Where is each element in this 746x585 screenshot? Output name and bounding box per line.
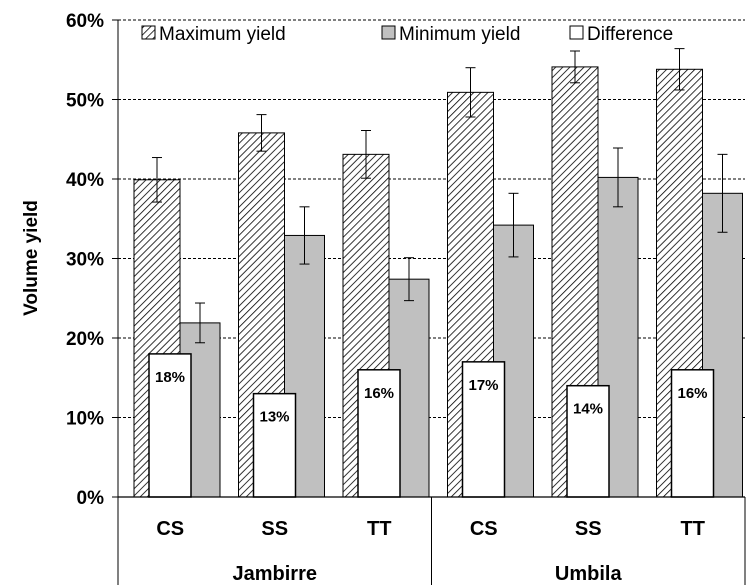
y-tick-label: 40% xyxy=(66,170,104,191)
gridlines xyxy=(118,19,745,418)
bar-difference xyxy=(670,369,715,498)
data-label-difference: 16% xyxy=(677,385,707,402)
category-label: SS xyxy=(575,518,602,540)
y-tick-label: 60% xyxy=(66,11,104,32)
y-tick-label: 30% xyxy=(66,250,104,271)
bar-difference xyxy=(357,369,401,498)
group-label: Umbila xyxy=(555,563,623,585)
legend-label: Minimum yield xyxy=(399,24,520,45)
category-label: CS xyxy=(156,518,184,540)
data-label-difference: 17% xyxy=(468,377,498,394)
data-label-difference: 18% xyxy=(155,369,185,386)
legend-swatch xyxy=(141,25,156,40)
y-tick-label: 10% xyxy=(66,409,104,430)
legend-swatch xyxy=(569,25,584,40)
category-label: SS xyxy=(261,518,288,540)
y-tick-label: 20% xyxy=(66,329,104,350)
group-label: Jambirre xyxy=(233,563,318,585)
y-axis-label: Volume yield xyxy=(21,200,42,316)
bar-difference xyxy=(148,353,192,498)
category-label: TT xyxy=(367,518,391,540)
data-label-difference: 13% xyxy=(259,409,289,426)
legend-swatch xyxy=(381,25,396,40)
bar-difference xyxy=(461,361,506,498)
legend-label: Difference xyxy=(587,24,673,45)
bar-difference xyxy=(566,384,610,498)
bars: 18% 13% 16% 17% 14% 16% xyxy=(133,48,743,498)
category-label: TT xyxy=(681,518,705,540)
legend: Maximum yield Minimum yield Difference xyxy=(141,24,673,45)
y-axis-ticks: 0% 10% 20% 30% 40% 50% 60% xyxy=(66,11,118,509)
legend-label: Maximum yield xyxy=(159,24,286,45)
y-tick-label: 50% xyxy=(66,91,104,112)
axes xyxy=(117,20,746,585)
category-label: CS xyxy=(470,518,498,540)
data-label-difference: 16% xyxy=(364,385,394,402)
x-axis-categories: CS SS TT CS SS TT Jambirre Umbila xyxy=(156,518,705,585)
data-label-difference: 14% xyxy=(573,401,603,418)
y-tick-label: 0% xyxy=(77,488,105,509)
